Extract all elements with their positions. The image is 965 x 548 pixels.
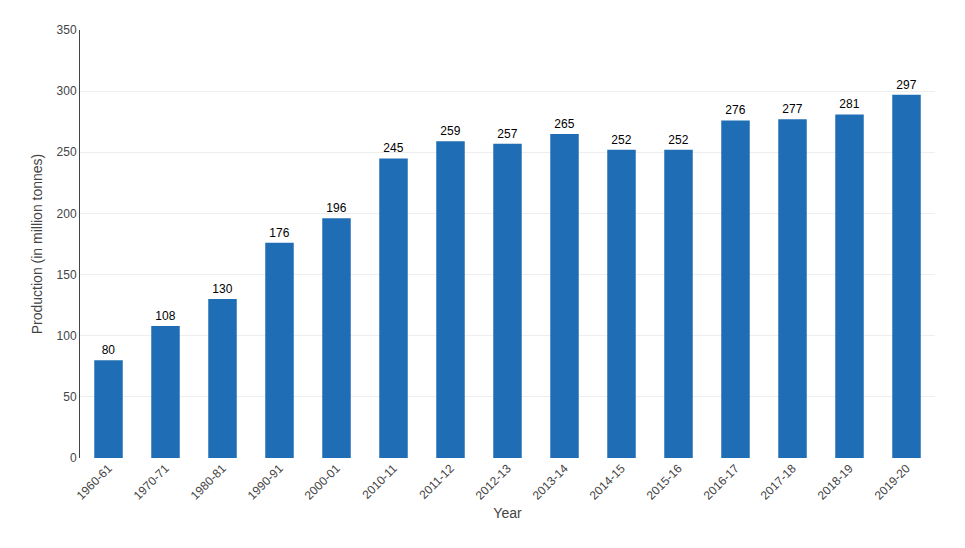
svg-text:2010-11: 2010-11 xyxy=(359,461,400,502)
svg-text:1980-81: 1980-81 xyxy=(188,461,229,502)
svg-text:297: 297 xyxy=(896,78,916,92)
svg-text:1960-61: 1960-61 xyxy=(74,461,115,502)
svg-text:2018-19: 2018-19 xyxy=(815,461,856,502)
svg-text:1990-91: 1990-91 xyxy=(245,461,286,502)
svg-text:2013-14: 2013-14 xyxy=(530,461,571,502)
svg-text:2014-15: 2014-15 xyxy=(587,461,628,502)
svg-text:200: 200 xyxy=(57,207,77,221)
svg-text:130: 130 xyxy=(212,282,232,296)
svg-text:1970-71: 1970-71 xyxy=(131,461,172,502)
svg-text:252: 252 xyxy=(611,133,631,147)
svg-text:276: 276 xyxy=(725,103,745,117)
svg-text:108: 108 xyxy=(155,309,175,323)
svg-text:2011-12: 2011-12 xyxy=(416,461,457,502)
svg-text:2016-17: 2016-17 xyxy=(701,461,742,502)
svg-text:252: 252 xyxy=(668,133,688,147)
svg-text:100: 100 xyxy=(57,329,77,343)
svg-text:2000-01: 2000-01 xyxy=(302,461,343,502)
svg-text:Production (in million tonnes): Production (in million tonnes) xyxy=(29,154,45,335)
svg-text:265: 265 xyxy=(554,117,574,131)
svg-text:2019-20: 2019-20 xyxy=(872,461,913,502)
svg-text:245: 245 xyxy=(383,141,403,155)
svg-text:2017-18: 2017-18 xyxy=(758,461,799,502)
svg-text:176: 176 xyxy=(269,226,289,240)
svg-text:196: 196 xyxy=(326,201,346,215)
svg-text:50: 50 xyxy=(63,390,77,404)
svg-text:259: 259 xyxy=(440,124,460,138)
svg-text:250: 250 xyxy=(57,145,77,159)
svg-text:281: 281 xyxy=(839,97,859,111)
svg-text:350: 350 xyxy=(57,23,77,37)
svg-text:300: 300 xyxy=(57,84,77,98)
svg-text:Year: Year xyxy=(493,505,522,521)
svg-text:0: 0 xyxy=(70,451,77,465)
svg-text:277: 277 xyxy=(782,102,802,116)
svg-text:2012-13: 2012-13 xyxy=(473,461,514,502)
svg-text:2015-16: 2015-16 xyxy=(644,461,685,502)
svg-text:150: 150 xyxy=(57,268,77,282)
svg-text:257: 257 xyxy=(497,127,517,141)
svg-text:80: 80 xyxy=(102,343,116,357)
